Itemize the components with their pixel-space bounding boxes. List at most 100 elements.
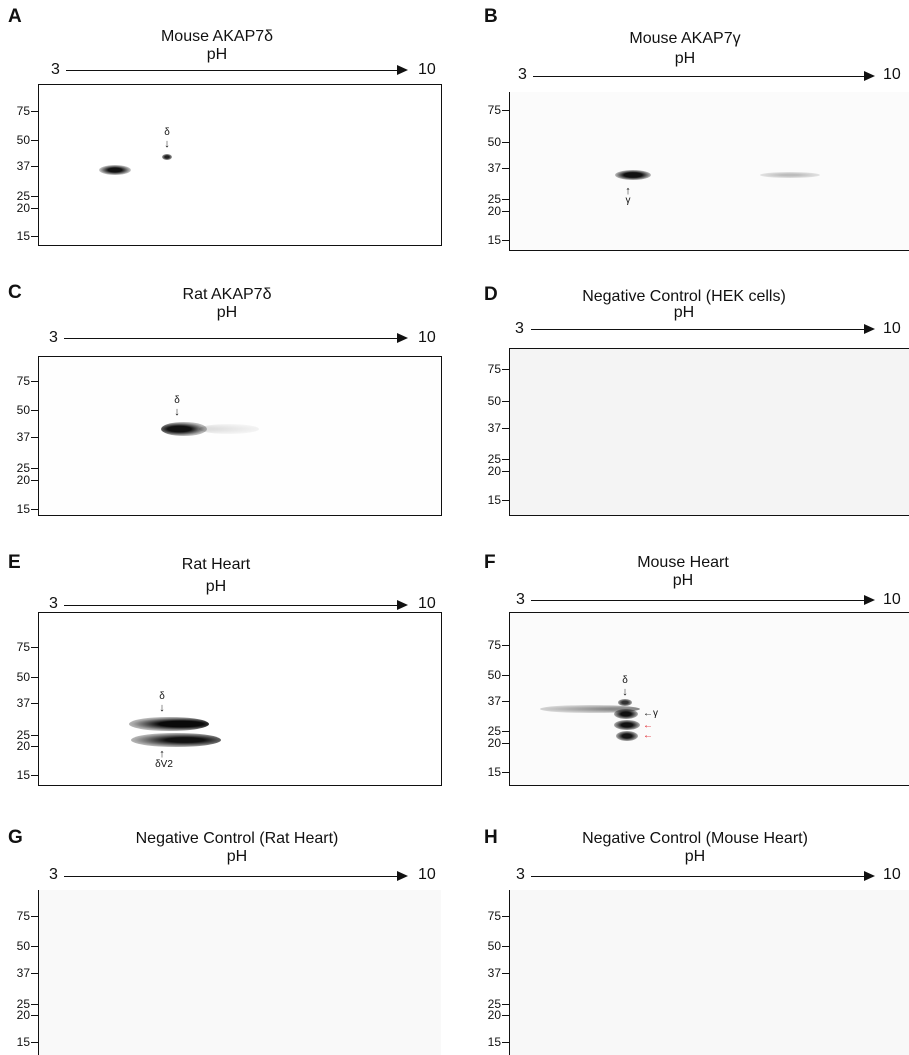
mw-50: 50 — [473, 939, 509, 953]
mw-37: 37 — [473, 694, 509, 708]
ph-label: pH — [673, 304, 695, 321]
mw-50: 50 — [473, 668, 509, 682]
left-arrow-icon: ← — [643, 708, 653, 719]
protein-smear — [540, 705, 640, 713]
mw-15: 15 — [2, 229, 38, 243]
panel-c: C Rat AKAP7δ pH 3 10 75 50 37 25 20 15 δ… — [0, 270, 450, 520]
mw-20: 20 — [2, 201, 38, 215]
mw-25: 25 — [473, 724, 509, 738]
up-arrow-icon: ↑ — [159, 748, 165, 760]
mw-20: 20 — [473, 736, 509, 750]
mw-25: 25 — [473, 997, 509, 1011]
mw-15: 15 — [2, 768, 38, 782]
ph-end: 10 — [418, 595, 436, 612]
mw-20: 20 — [2, 739, 38, 753]
mw-15: 15 — [2, 1035, 38, 1049]
panel-title: Mouse AKAP7δ — [160, 28, 274, 45]
mw-15: 15 — [473, 233, 509, 247]
mw-50: 50 — [473, 394, 509, 408]
protein-spot — [99, 165, 131, 175]
mw-37: 37 — [2, 696, 38, 710]
protein-spot-gamma — [615, 170, 651, 180]
isoform-label-delta: δ — [159, 691, 165, 702]
red-left-arrow-icon: ← — [643, 730, 653, 741]
ph-end: 10 — [883, 591, 901, 608]
panel-title: Negative Control (Mouse Heart) — [582, 830, 808, 847]
mw-75: 75 — [2, 374, 38, 388]
panel-f: F Mouse Heart pH 3 10 75 50 37 25 20 15 … — [459, 540, 909, 790]
mw-37: 37 — [473, 421, 509, 435]
down-arrow-icon: ↓ — [174, 406, 180, 418]
ph-label: pH — [216, 304, 238, 321]
isoform-label-gamma: γ — [653, 708, 658, 719]
panel-letter: F — [484, 552, 496, 573]
mw-37: 37 — [473, 966, 509, 980]
arrow-gamma: ←γ — [643, 708, 658, 719]
panel-letter: H — [484, 827, 498, 848]
mw-15: 15 — [473, 493, 509, 507]
mw-75: 75 — [2, 104, 38, 118]
panel-title: Rat AKAP7δ — [182, 286, 272, 303]
ph-arrow — [66, 65, 408, 75]
mw-37: 37 — [473, 161, 509, 175]
isoform-label-gamma: γ — [625, 195, 631, 206]
mw-37: 37 — [2, 430, 38, 444]
panel-b: B Mouse AKAP7γ pH 3 10 75 50 37 25 20 15… — [459, 0, 909, 251]
mw-20: 20 — [2, 1008, 38, 1022]
ph-arrow — [64, 871, 408, 881]
panel-title: Mouse AKAP7γ — [629, 30, 741, 47]
ph-arrow — [64, 600, 408, 610]
panel-letter: C — [8, 282, 22, 303]
protein-spot — [614, 720, 640, 730]
up-arrow-icon: ↑ — [625, 185, 631, 197]
protein-spot — [616, 731, 638, 741]
panel-letter: E — [8, 552, 21, 573]
protein-spot-delta — [618, 699, 632, 706]
mw-50: 50 — [2, 133, 38, 147]
panel-letter: B — [484, 6, 498, 27]
gel-blot — [38, 890, 441, 1055]
ph-start: 3 — [516, 591, 525, 608]
mw-50: 50 — [2, 939, 38, 953]
mw-75: 75 — [473, 909, 509, 923]
panel-g: G Negative Control (Rat Heart) pH 3 10 7… — [0, 805, 450, 1055]
ph-end: 10 — [418, 866, 436, 883]
ph-label: pH — [205, 578, 227, 595]
mw-25: 25 — [2, 189, 38, 203]
panel-h: H Negative Control (Mouse Heart) pH 3 10… — [459, 805, 909, 1055]
isoform-label-delta: δ — [174, 395, 180, 406]
isoform-label-deltav2: δV2 — [155, 759, 173, 770]
mw-75: 75 — [2, 640, 38, 654]
protein-spot-delta — [161, 422, 207, 436]
panel-d: D Negative Control (HEK cells) pH 3 10 7… — [459, 270, 909, 520]
mw-25: 25 — [2, 997, 38, 1011]
ph-arrow — [533, 71, 875, 81]
protein-spot-delta — [129, 717, 209, 731]
mw-50: 50 — [2, 403, 38, 417]
ph-end: 10 — [883, 320, 901, 337]
panel-letter: A — [8, 6, 22, 27]
ph-start: 3 — [515, 320, 524, 337]
isoform-label-delta: δ — [164, 127, 170, 138]
ph-end: 10 — [883, 66, 901, 83]
ph-start: 3 — [518, 66, 527, 83]
panel-letter: D — [484, 284, 498, 305]
panel-title: Negative Control (Rat Heart) — [135, 830, 339, 847]
protein-smear — [199, 424, 259, 434]
mw-37: 37 — [2, 159, 38, 173]
ph-end: 10 — [883, 866, 901, 883]
down-arrow-icon: ↓ — [164, 138, 170, 150]
mw-15: 15 — [473, 765, 509, 779]
red-left-arrow-icon: ← — [643, 720, 653, 731]
mw-75: 75 — [2, 909, 38, 923]
protein-spot-faint — [760, 172, 820, 178]
protein-spot-delta — [162, 154, 172, 160]
mw-25: 25 — [473, 192, 509, 206]
ph-label: pH — [226, 848, 248, 865]
panel-title: Mouse Heart — [637, 554, 729, 571]
ph-arrow — [531, 324, 875, 334]
ph-end: 10 — [418, 329, 436, 346]
mw-37: 37 — [2, 966, 38, 980]
gel-blot: δ ↓ — [38, 356, 442, 516]
isoform-label-delta: δ — [622, 675, 628, 686]
